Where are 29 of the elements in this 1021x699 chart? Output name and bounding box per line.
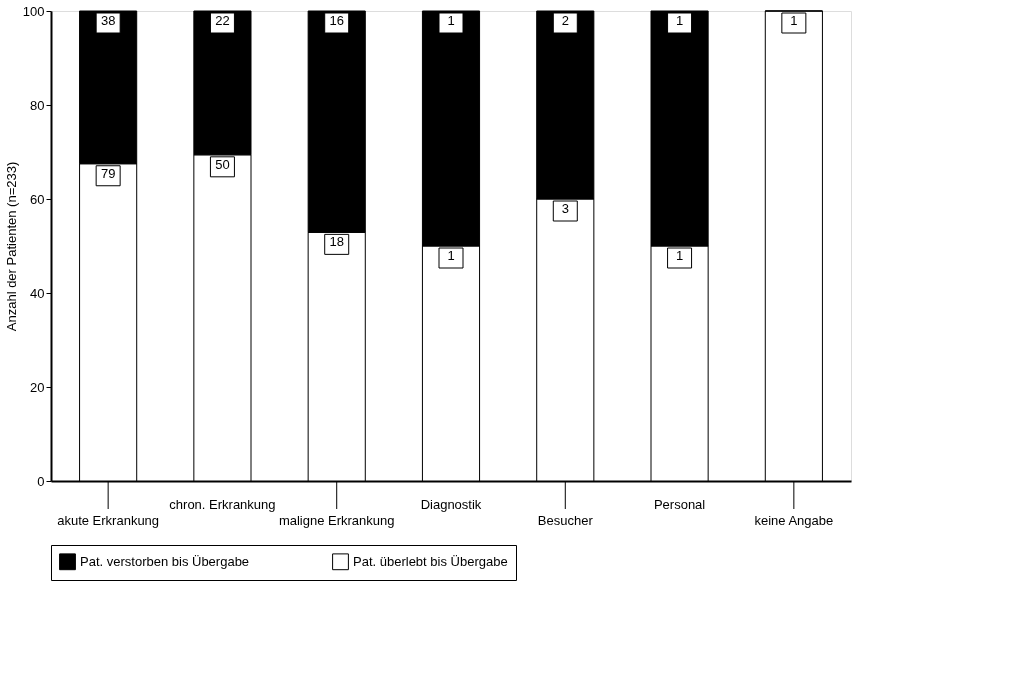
annotation: 3 [561,201,569,216]
annotation: 16 [329,13,344,28]
annotation: 1 [675,248,684,263]
annotation: 2 [561,13,569,28]
legend-label: Pat. verstorben bis Übergabe [80,553,250,569]
y-tick-label: 60 [30,191,45,207]
x-tick-label: Diagnostik [420,497,482,512]
annotation: 38 [100,13,116,28]
annotation: 50 [215,156,230,172]
y-axis-title: Anzahl der Patienten (n=233) [3,161,19,332]
annotation: 18 [329,234,344,250]
annotation: 1 [790,13,798,28]
x-tick-label: Personal [653,497,706,512]
annotation: 79 [100,165,116,181]
y-tick-label: 20 [30,379,45,395]
annotation: 1 [675,13,684,28]
y-tick-label: 100 [22,3,45,19]
y-tick-label: 0 [37,473,45,489]
x-tick-label: maligne Erkrankung [278,513,395,528]
x-tick-label: chron. Erkrankung [169,497,276,512]
annotation: 1 [447,248,455,263]
y-tick-label: 40 [30,285,45,301]
x-tick-label: keine Angabe [754,513,834,528]
annotation: 1 [447,13,455,28]
y-tick-label: 80 [30,97,45,113]
x-tick-label: Besucher [537,513,594,528]
x-tick-label: akute Erkrankung [57,513,160,528]
annotation: 22 [215,13,230,28]
legend-label: Pat. überlebt bis Übergabe [353,553,508,569]
